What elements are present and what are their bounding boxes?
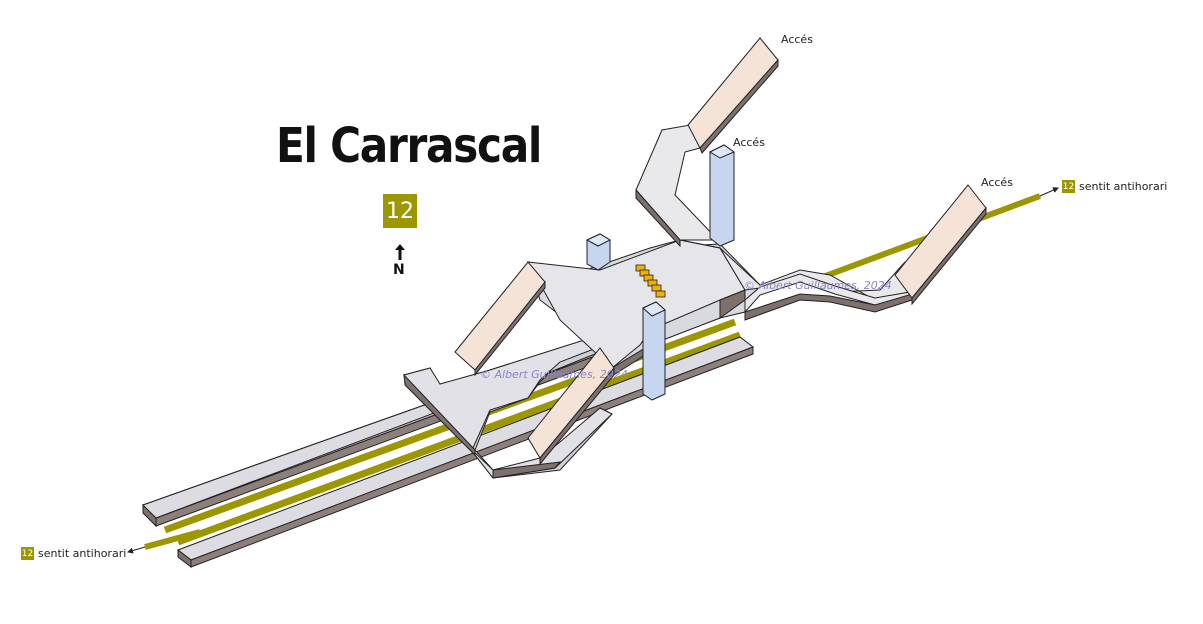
- elevator-south: [642, 301, 666, 401]
- line-badge: 12: [383, 194, 417, 228]
- direction-west-label: sentit antihorari: [38, 547, 127, 560]
- watermark-east: © Albert Guillaumes, 2024: [744, 279, 892, 292]
- line-badge-west: 12: [21, 547, 34, 560]
- direction-east: 12 sentit antihorari: [1062, 180, 1167, 193]
- stair-west-lower: [527, 347, 615, 466]
- north-label: N: [393, 262, 405, 278]
- access-label-north: Accés: [781, 33, 813, 46]
- platform-south: [176, 336, 755, 569]
- ticket-gates: [635, 264, 666, 298]
- north-arrow-icon: [395, 244, 405, 260]
- stair-west-upper: [454, 261, 546, 377]
- line-badge-east: 12: [1062, 180, 1075, 193]
- corridor-north: [635, 124, 720, 248]
- elevator-central: [585, 233, 612, 271]
- elevator-north: [708, 144, 736, 247]
- access-label-east: Accés: [981, 176, 1013, 189]
- stair-access-east: [894, 184, 987, 306]
- access-label-central: Accés: [733, 136, 765, 149]
- direction-arrow-west: [127, 546, 146, 554]
- direction-west: 12 sentit antihorari: [21, 547, 126, 560]
- stair-access-north: [687, 37, 779, 154]
- station-title: El Carrascal: [276, 118, 542, 174]
- watermark-west: © Albert Guillaumes, 2024: [480, 368, 628, 381]
- direction-east-label: sentit antihorari: [1079, 180, 1168, 193]
- direction-arrow-east: [1039, 187, 1059, 197]
